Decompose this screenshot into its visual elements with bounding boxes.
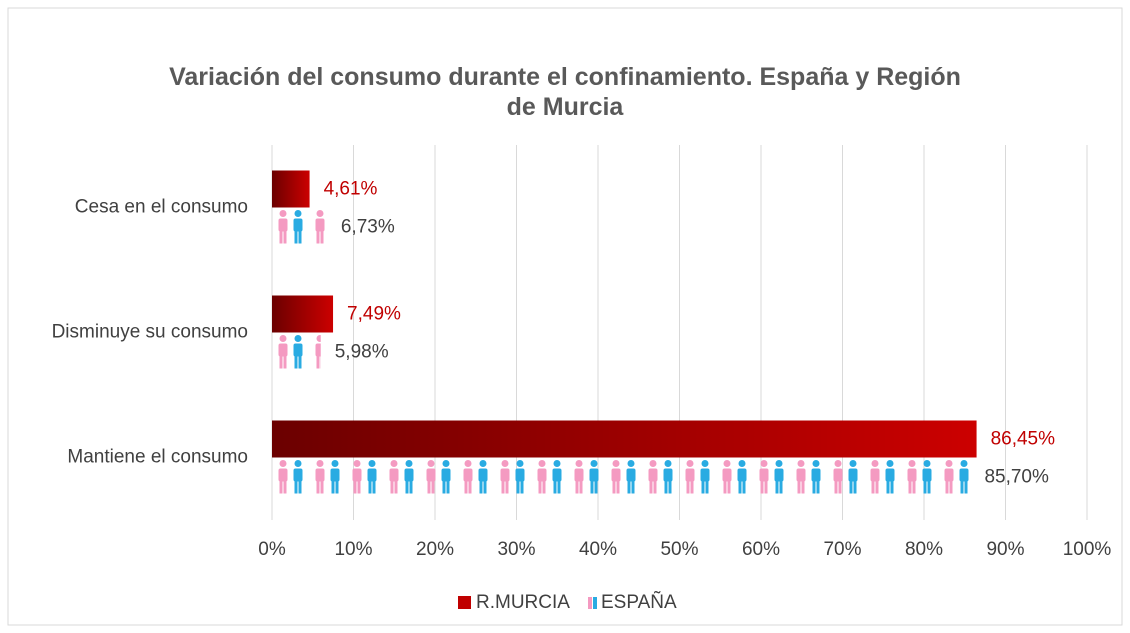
bar <box>272 295 334 333</box>
y-tick-label: Cesa en el consumo <box>75 197 248 218</box>
x-tick-label: 40% <box>579 539 617 560</box>
legend-label: R.MURCIA <box>476 592 570 613</box>
x-tick-label: 90% <box>986 539 1024 560</box>
legend-swatch <box>458 596 471 609</box>
data-label: 85,70% <box>984 467 1049 488</box>
x-tick-label: 0% <box>258 539 286 560</box>
chart-border <box>7 7 1123 626</box>
y-tick-label: Mantiene el consumo <box>67 447 248 468</box>
y-tick-label: Disminuye su consumo <box>52 322 248 343</box>
data-label: 86,45% <box>991 429 1056 450</box>
x-tick-label: 100% <box>1063 539 1112 560</box>
x-tick-label: 20% <box>416 539 454 560</box>
data-label: 6,73% <box>341 217 395 238</box>
legend-icon <box>588 597 592 609</box>
x-tick-label: 80% <box>905 539 943 560</box>
x-tick-label: 30% <box>497 539 535 560</box>
data-label: 4,61% <box>324 179 378 200</box>
x-tick-label: 60% <box>742 539 780 560</box>
bar <box>272 170 310 208</box>
pictogram-bar <box>272 334 321 370</box>
chart-title: Variación del consumo durante el confina… <box>169 63 961 121</box>
x-tick-label: 50% <box>660 539 698 560</box>
data-label: 5,98% <box>335 342 389 363</box>
bar <box>272 420 977 458</box>
x-tick-label: 70% <box>823 539 861 560</box>
x-tick-label: 10% <box>334 539 372 560</box>
legend-icon <box>593 597 597 609</box>
legend-label: ESPAÑA <box>601 591 677 613</box>
data-label: 7,49% <box>347 304 401 325</box>
pictogram-bar <box>272 209 327 245</box>
pictogram-bar <box>272 459 971 495</box>
